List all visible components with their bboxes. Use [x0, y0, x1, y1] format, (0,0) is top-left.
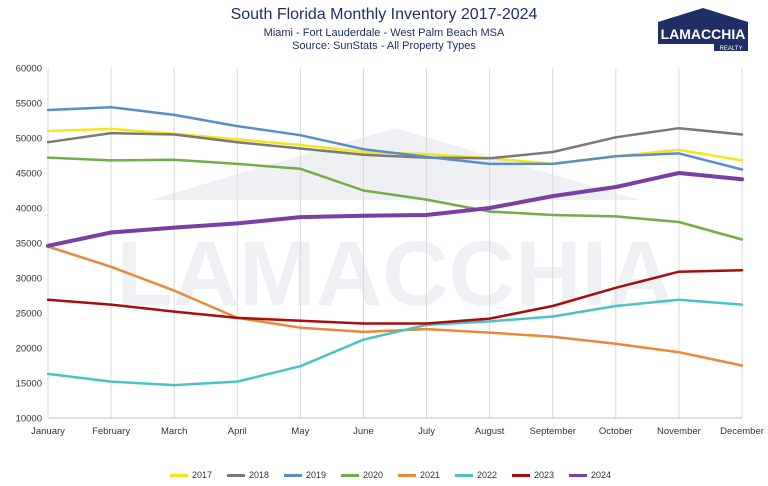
chart-subtitle-region: Miami - Fort Lauderdale - West Palm Beac…: [263, 27, 505, 39]
legend-item-2018: 2018: [227, 470, 269, 480]
watermark-roof: [150, 128, 640, 200]
legend-item-2023: 2023: [512, 470, 554, 480]
legend-item-2024: 2024: [569, 470, 611, 480]
y-tick-label: 30000: [16, 274, 42, 285]
x-tick-label: October: [599, 426, 633, 437]
legend-item-2020: 2020: [341, 470, 383, 480]
y-tick-label: 55000: [16, 99, 42, 110]
legend-label: 2024: [591, 470, 612, 480]
legend-item-2017: 2017: [170, 470, 212, 480]
x-tick-label: July: [418, 426, 435, 437]
y-tick-label: 50000: [16, 134, 42, 145]
y-tick-label: 35000: [16, 239, 42, 250]
logo-body: [658, 22, 748, 44]
legend-swatch: [284, 473, 302, 477]
y-tick-label: 60000: [16, 64, 42, 75]
x-tick-label: March: [161, 426, 187, 437]
legend-swatch: [341, 473, 359, 477]
x-tick-label: September: [529, 426, 575, 437]
logo-roof: [658, 8, 748, 22]
legend-item-2022: 2022: [455, 470, 497, 480]
y-tick-label: 15000: [16, 379, 42, 390]
chart-title: South Florida Monthly Inventory 2017-202…: [230, 6, 538, 23]
series-line-2023: [46, 269, 744, 325]
y-tick-label: 40000: [16, 204, 42, 215]
x-tick-label: August: [475, 426, 505, 437]
legend-label: 2018: [249, 470, 270, 480]
chart-series: [46, 105, 744, 387]
x-tick-label: May: [291, 426, 309, 437]
chart-grid: [47, 68, 743, 418]
chart-legend: 2017 2018 2019 2020 2021 2022 2023 2024: [170, 470, 630, 484]
legend-label: 2017: [192, 470, 213, 480]
y-tick-label: 10000: [16, 414, 42, 425]
series-line-2024: [46, 171, 744, 248]
x-tick-label: December: [720, 426, 764, 437]
logo-graphic: LAMACCHIA REALTY: [658, 8, 748, 52]
series-line-2020: [46, 156, 744, 241]
watermark-text: LAMACCHIA: [116, 223, 673, 325]
legend-swatch: [227, 473, 245, 477]
logo-text: LAMACCHIA: [661, 26, 746, 42]
lamacchia-logo: LAMACCHIA REALTY: [654, 6, 752, 52]
legend-label: 2020: [363, 470, 384, 480]
y-tick-label: 20000: [16, 344, 42, 355]
y-tick-label: 45000: [16, 169, 42, 180]
legend-item-2019: 2019: [284, 470, 326, 480]
logo-subtext: REALTY: [720, 46, 743, 52]
legend-swatch: [512, 473, 530, 477]
y-tick-label: 25000: [16, 309, 42, 320]
logo-sub-bg: [714, 44, 748, 51]
x-tick-label: January: [31, 426, 65, 437]
x-tick-label: February: [92, 426, 130, 437]
legend-label: 2021: [420, 470, 441, 480]
line-chart: LAMACCHIA 10000 15000 20000 25000 30000 35000…: [16, 64, 764, 438]
legend-swatch: [398, 473, 416, 477]
legend-item-2021: 2021: [398, 470, 440, 480]
legend-swatch: [455, 473, 473, 477]
series-line-2022: [46, 298, 744, 387]
legend-label: 2019: [306, 470, 327, 480]
legend-label: 2022: [477, 470, 498, 480]
legend-swatch: [170, 473, 188, 477]
legend-label: 2023: [534, 470, 555, 480]
series-line-2019: [46, 105, 744, 171]
series-line-2018: [46, 126, 744, 160]
chart-axes: 10000 15000 20000 25000 30000 35000 40000 45000…: [16, 64, 764, 438]
x-tick-label: November: [657, 426, 701, 437]
series-line-2021: [46, 245, 744, 367]
legend-swatch: [569, 473, 587, 477]
x-tick-label: June: [353, 426, 374, 437]
x-tick-label: April: [228, 426, 247, 437]
watermark: LAMACCHIA: [116, 128, 674, 325]
chart-subtitle-source: Source: SunStats - All Property Types: [292, 40, 476, 52]
